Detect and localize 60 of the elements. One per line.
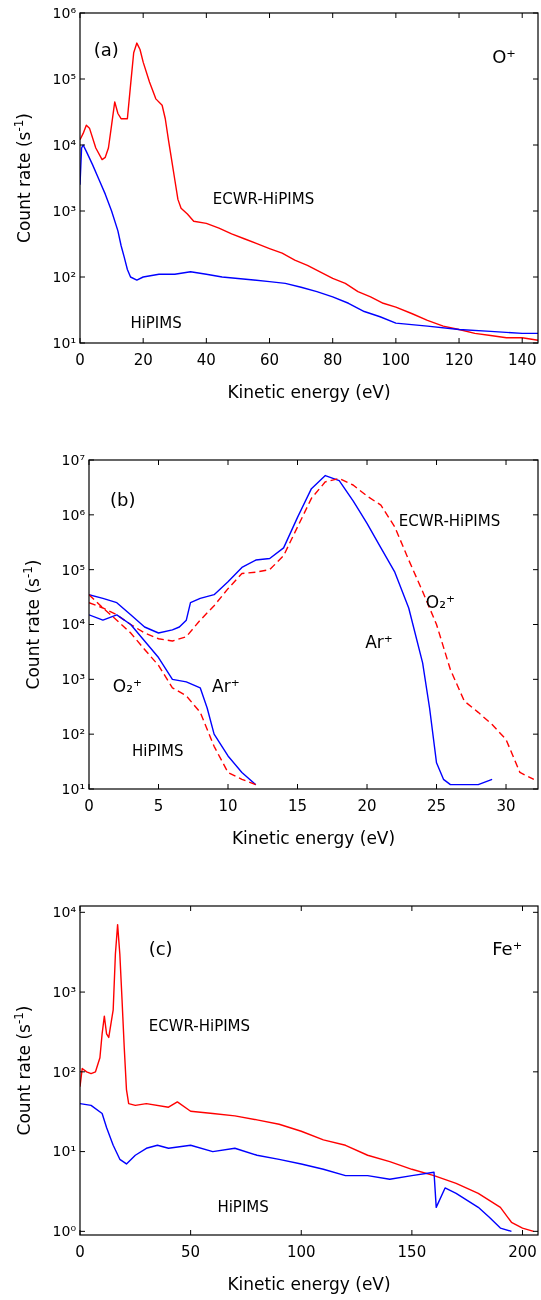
line-series [80, 1102, 513, 1233]
y-tick-label: 10⁷ [61, 451, 85, 468]
annotation: ECWR-HiPIMS [398, 511, 501, 530]
x-tick-label: 30 [496, 797, 516, 815]
annotation: HiPIMS [132, 742, 184, 761]
y-tick-label: 10⁶ [61, 506, 86, 523]
y-tick-label: 10⁴ [52, 904, 77, 921]
line-series [80, 923, 535, 1233]
y-tick-label: 10⁴ [61, 616, 86, 633]
y-tick-label: 10⁵ [61, 561, 85, 578]
y-tick-label: 10² [52, 1063, 76, 1080]
line-series [80, 42, 538, 341]
x-tick-label: 0 [75, 1243, 85, 1261]
y-tick-label: 10¹ [61, 780, 85, 797]
y-tick-label: 10² [61, 726, 85, 743]
x-tick-label: 25 [426, 797, 447, 815]
x-tick-label: 100 [286, 1243, 316, 1261]
annotation: O₂⁺ [425, 592, 455, 613]
y-tick-label: 10² [52, 268, 76, 285]
y-tick-label: 10¹ [52, 1143, 76, 1160]
y-tick-label: 10¹ [52, 334, 76, 351]
y-tick-label: 10⁰ [52, 1223, 77, 1240]
x-tick-label: 150 [397, 1243, 427, 1261]
x-tick-label: 0 [75, 351, 85, 369]
x-tick-label: 10 [218, 797, 238, 815]
x-tick-label: 20 [357, 797, 377, 815]
annotation: (a) [93, 38, 119, 60]
y-tick-label: 10³ [61, 671, 85, 688]
x-tick-label: 50 [181, 1243, 201, 1261]
y-tick-label: 10⁴ [52, 136, 77, 153]
x-tick-label: 15 [287, 797, 308, 815]
annotation: O₂⁺ [112, 675, 142, 696]
x-tick-label: 140 [507, 351, 537, 369]
x-tick-label: 20 [133, 351, 153, 369]
annotation: Ar⁺ [365, 631, 393, 652]
line-series [80, 144, 538, 335]
x-axis-title: Kinetic energy (eV) [227, 1274, 391, 1294]
annotation: Fe⁺ [492, 938, 523, 960]
annotation: (c) [148, 938, 173, 960]
x-axis-title: Kinetic energy (eV) [227, 382, 391, 402]
x-tick-label: 80 [323, 351, 343, 369]
x-tick-label: 5 [153, 797, 164, 815]
annotation: ECWR-HiPIMS [148, 1017, 251, 1036]
annotation: ECWR-HiPIMS [212, 190, 315, 209]
annotation: Ar⁺ [212, 675, 240, 696]
annotation: (b) [110, 489, 136, 511]
annotation: HiPIMS [217, 1197, 269, 1216]
y-tick-label: 10⁶ [52, 4, 77, 21]
annotation: O⁺ [492, 45, 516, 67]
x-tick-label: 100 [381, 351, 411, 369]
y-tick-label: 10³ [52, 202, 76, 219]
y-tick-label: 10⁵ [52, 70, 76, 87]
annotation: HiPIMS [130, 314, 182, 333]
x-tick-label: 200 [508, 1243, 537, 1261]
x-tick-label: 60 [259, 351, 280, 369]
x-tick-label: 120 [444, 351, 474, 369]
x-axis-title: Kinetic energy (eV) [231, 828, 396, 848]
y-tick-label: 10³ [52, 983, 76, 1000]
x-tick-label: 40 [196, 351, 216, 369]
x-tick-label: 0 [84, 797, 94, 815]
